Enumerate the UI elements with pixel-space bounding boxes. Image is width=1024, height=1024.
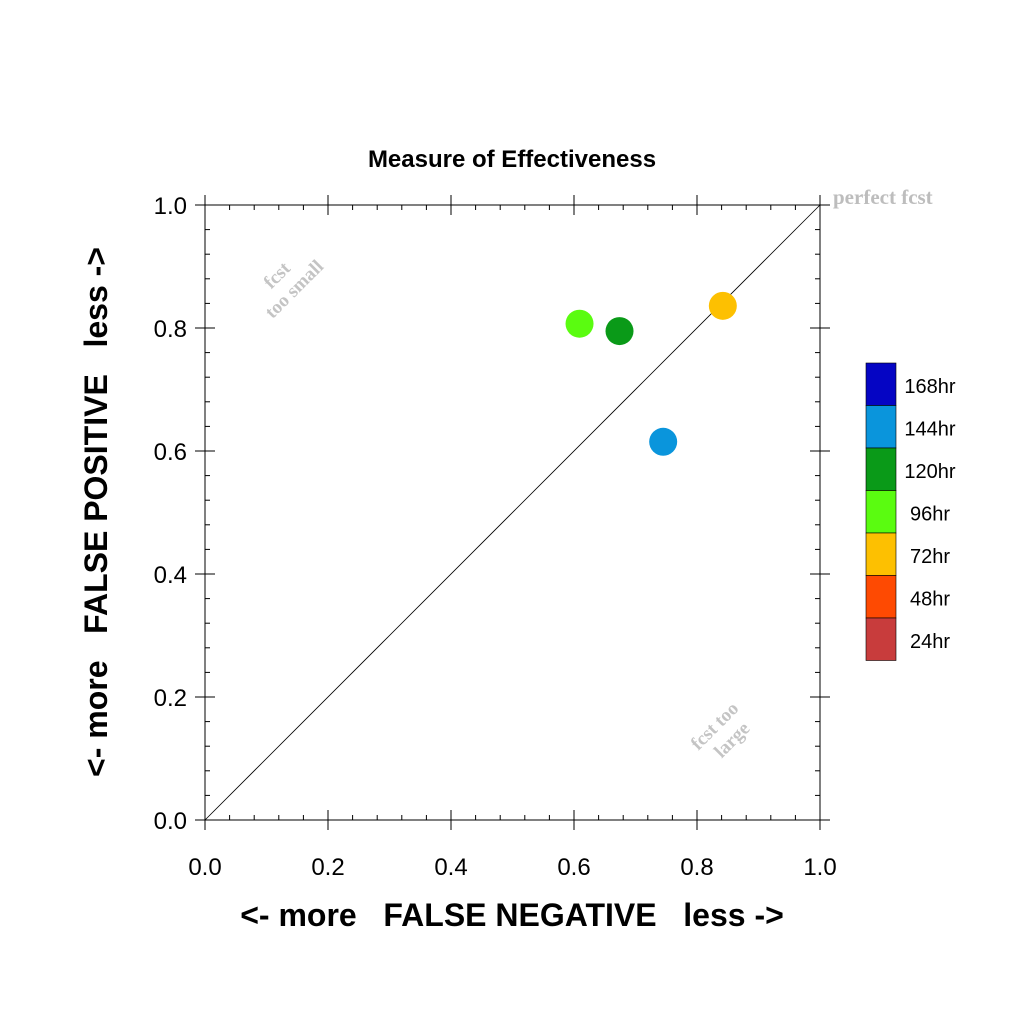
- x-axis-label: <- more FALSE NEGATIVE less ->: [240, 897, 784, 933]
- too-small-annotation: fcst too small: [246, 241, 328, 323]
- y-tick-label: 0.2: [154, 685, 187, 712]
- plot-area: 0.00.0 0.2 0.2 0.4 0.4 0.6 0.6 0.8 0.8 1.0 1.0: [154, 193, 837, 881]
- x-tick-label: 0.6: [557, 854, 590, 881]
- legend-label-48hr: 48hr: [910, 589, 950, 611]
- legend-swatch-144hr: [865, 405, 897, 449]
- legend-label-168hr: 168hr: [904, 376, 955, 398]
- y-tick-label: 0.0: [154, 808, 187, 835]
- legend-swatch-48hr: [865, 575, 897, 619]
- plot-frame: [204, 204, 821, 821]
- legend-swatch-168hr: [865, 362, 897, 406]
- legend-label-120hr: 120hr: [904, 461, 955, 483]
- legend-swatch-96hr: [865, 490, 897, 534]
- x-tick-label: 0.4: [434, 854, 467, 881]
- legend-swatch-24hr: [865, 617, 897, 661]
- x-tick-label: 1.0: [803, 854, 836, 881]
- y-tick-label: 1.0: [154, 193, 187, 220]
- x-tick-label: 0.0: [188, 854, 221, 881]
- x-tick-label: 0.8: [680, 854, 713, 881]
- legend-label-72hr: 72hr: [910, 546, 950, 568]
- legend: 168hr 144hr 120hr 96hr 72hr 48hr 24hr: [865, 362, 956, 661]
- legend-swatch-120hr: [865, 447, 897, 491]
- legend-swatch-72hr: [865, 532, 897, 576]
- y-axis-label: <- more FALSE POSITIVE less ->: [78, 247, 114, 777]
- point-120hr: [605, 317, 634, 346]
- y-tick-label: 0.8: [154, 316, 187, 343]
- point-72hr: [708, 291, 737, 320]
- perfect-forecast-annotation: perfect fcst: [833, 185, 933, 209]
- point-144hr: [649, 427, 678, 456]
- legend-label-144hr: 144hr: [904, 419, 955, 441]
- chart-title: Measure of Effectiveness: [368, 146, 656, 173]
- x-tick-label: 0.2: [311, 854, 344, 881]
- y-tick-label: 0.6: [154, 439, 187, 466]
- legend-label-24hr: 24hr: [910, 631, 950, 653]
- point-96hr: [565, 309, 594, 338]
- too-large-annotation: fcst too large: [687, 695, 762, 770]
- y-tick-label: 0.4: [154, 562, 187, 589]
- legend-label-96hr: 96hr: [910, 504, 950, 526]
